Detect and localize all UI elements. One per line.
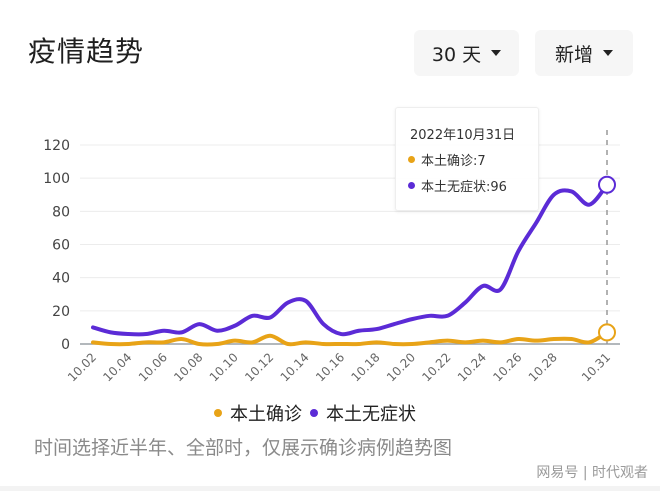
watermark: 网易号 | 时代观者 [536,465,648,481]
confirmed-dot-icon [408,156,415,163]
range-dropdown[interactable]: 30 天 [414,30,519,76]
chart-tooltip: 2022年10月31日 本土确诊:7 本土无症状:96 [395,107,539,211]
x-tick-label: 10.26 [490,350,524,384]
chart-note: 时间选择近半年、全部时，仅展示确诊病例趋势图 [34,437,453,459]
y-tick-label: 100 [43,171,70,187]
x-tick-label: 10.10 [207,350,241,384]
chart-legend: 本土确诊 本土无症状 [214,400,416,426]
x-tick-label: 10.06 [136,350,170,384]
legend-label-confirmed: 本土确诊 [230,404,302,425]
mode-dropdown[interactable]: 新增 [535,30,633,76]
x-tick-label: 10.08 [171,350,205,384]
x-tick-label: 10.18 [349,350,383,384]
x-tick-label: 10.16 [313,350,347,384]
bottom-divider [0,486,660,491]
asymptomatic-legend-dot-icon [310,409,318,417]
confirmed-line [91,330,609,347]
y-tick-label: 20 [52,304,70,320]
x-tick-label: 10.04 [100,350,134,384]
y-tick-label: 40 [52,271,70,287]
tooltip-confirmed-value: 本土确诊:7 [421,154,486,169]
x-tick-label: 10.24 [455,350,489,384]
tooltip-row-asymptomatic: 本土无症状:96 [408,176,507,195]
caret-down-icon [603,50,613,56]
confirmed-highlight-point [598,323,616,342]
x-tick-label: 10.02 [65,350,99,384]
caret-down-icon [491,50,502,56]
x-tick-label: 10.14 [278,350,312,384]
y-tick-label: 60 [52,238,70,254]
y-tick-label: 120 [43,138,70,154]
range-dropdown-label: 30 天 [431,43,482,66]
x-tick-label: 10.20 [384,350,418,384]
asymptomatic-highlight-point [598,175,616,194]
legend-label-asymptomatic: 本土无症状 [326,404,416,425]
tooltip-date: 2022年10月31日 [410,128,516,143]
x-tick-label: 10.22 [419,350,453,384]
x-tick-label: 10.12 [242,350,276,384]
y-tick-label: 0 [61,337,70,353]
mode-dropdown-label: 新增 [554,43,593,66]
tooltip-asymptomatic-value: 本土无症状:96 [421,180,507,195]
legend-item-confirmed[interactable]: 本土确诊 [214,400,302,426]
asymptomatic-dot-icon [408,182,415,189]
trend-chart[interactable]: 0 20 40 60 80 100 120 10.02 10.04 10.06 10.08 10.10… [0,100,660,400]
asymptomatic-line [91,182,609,337]
x-tick-label: 10.28 [526,350,560,384]
legend-item-asymptomatic[interactable]: 本土无症状 [310,400,416,426]
x-tick-label: 10.31 [579,350,613,384]
page-title: 疫情趋势 [28,35,145,68]
confirmed-legend-dot-icon [214,409,222,417]
y-tick-label: 80 [52,204,70,220]
tooltip-row-confirmed: 本土确诊:7 [408,150,486,169]
